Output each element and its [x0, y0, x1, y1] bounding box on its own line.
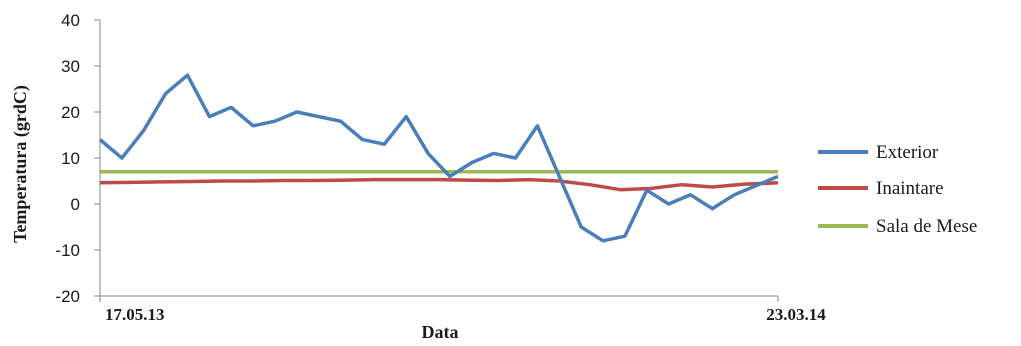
y-axis-title: Temperatura (grdC) — [10, 85, 31, 243]
y-tick-label: 40 — [61, 11, 80, 30]
plot-area — [98, 73, 779, 243]
legend-label-exterior: Exterior — [876, 142, 939, 163]
x-tick-label: 23.03.14 — [766, 305, 826, 324]
legend: Exterior Inaintare Sala de Mese — [818, 142, 977, 237]
legend-label-inaintare: Inaintare — [876, 178, 944, 199]
x-axis-title: Data — [422, 322, 459, 342]
y-tick-label: -20 — [55, 287, 80, 306]
series-line-inaintare — [99, 177, 779, 192]
series-line-exterior — [98, 73, 779, 243]
y-axis: -20 -10 0 10 20 30 40 — [55, 11, 101, 306]
x-tick-label: 17.05.13 — [105, 305, 165, 324]
legend-label-sala-de-mese: Sala de Mese — [876, 216, 977, 237]
y-tick-label: 0 — [71, 195, 80, 214]
y-tick-label: 10 — [61, 149, 80, 168]
y-tick-label: 20 — [61, 103, 80, 122]
y-tick-label: -10 — [55, 241, 80, 260]
x-axis: 17.05.13 23.03.14 — [99, 295, 826, 324]
y-tick-label: 30 — [61, 57, 80, 76]
